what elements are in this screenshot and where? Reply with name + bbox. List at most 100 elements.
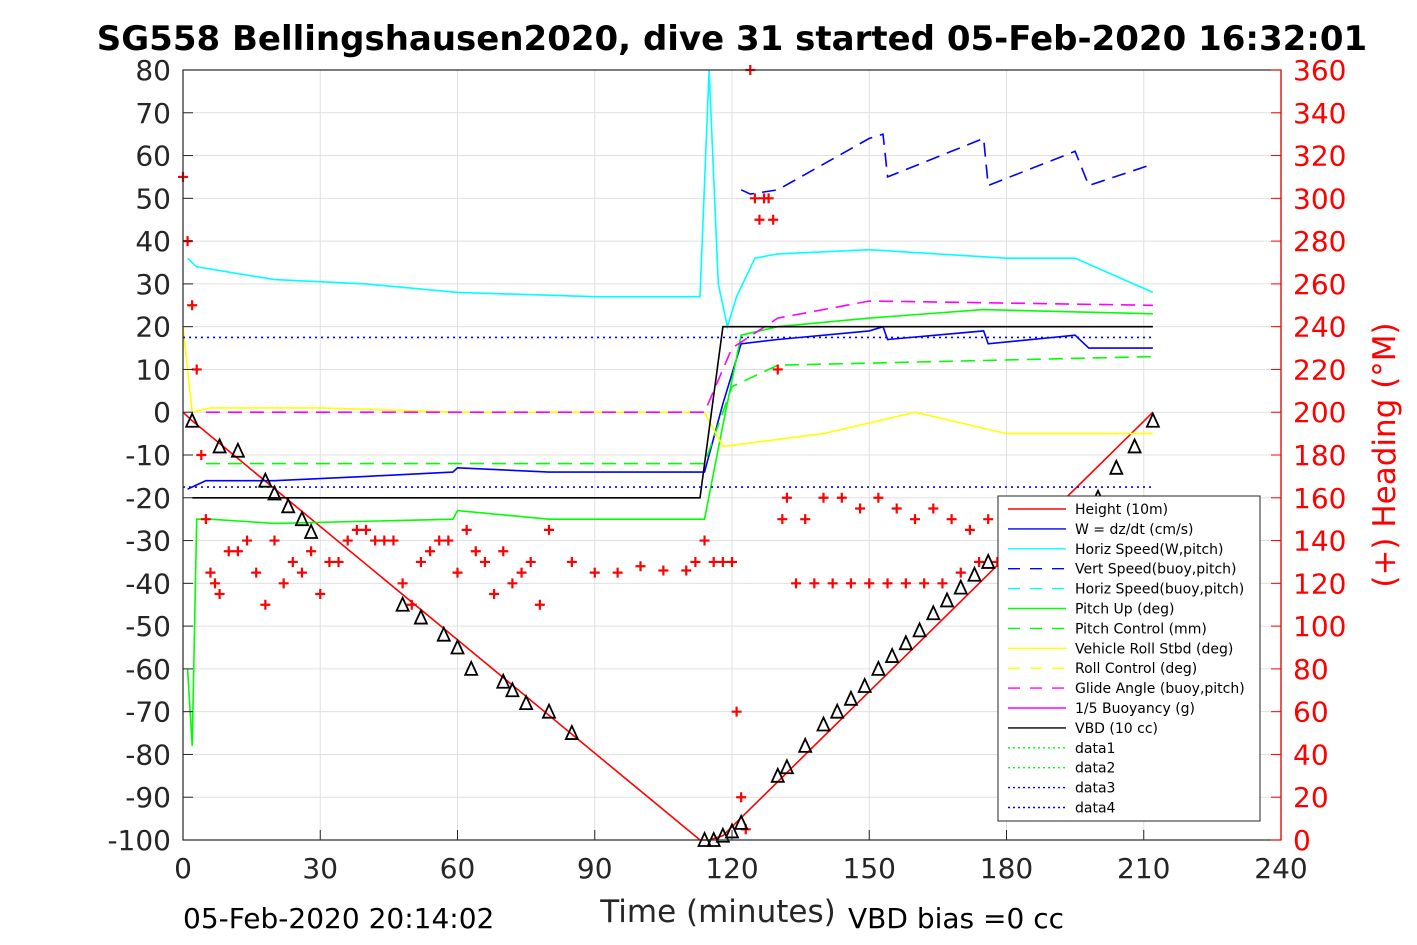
legend-label: Height (10m) <box>1075 502 1168 518</box>
legend-label: Roll Control (deg) <box>1075 661 1197 677</box>
chart-title: SG558 Bellingshausen2020, dive 31 starte… <box>97 19 1367 59</box>
y-tick-label: -80 <box>125 738 171 771</box>
depth-marker <box>843 689 859 706</box>
legend: Height (10m) W = dz/dt (cm/s) Horiz Speed(… <box>997 495 1261 822</box>
depth-marker <box>779 758 795 775</box>
depth-marker <box>303 522 319 539</box>
heading-marker <box>452 567 463 578</box>
right-tick-label: 220 <box>1293 353 1346 386</box>
heading-marker <box>470 546 481 557</box>
heading-marker <box>397 578 408 589</box>
heading-marker <box>891 503 902 514</box>
y-tick-label: 20 <box>135 311 171 344</box>
depth-marker <box>797 736 813 753</box>
heading-marker <box>768 214 779 225</box>
heading-marker <box>425 546 436 557</box>
depth-marker <box>870 659 886 676</box>
heading-marker <box>731 706 742 717</box>
heading-marker <box>717 556 728 567</box>
depth-marker <box>395 595 411 612</box>
heading-marker <box>544 524 554 535</box>
heading-marker <box>974 556 985 567</box>
y-tick-label: -60 <box>125 653 171 686</box>
heading-marker <box>658 565 669 576</box>
heading-marker <box>928 503 939 514</box>
right-tick-label: 300 <box>1293 182 1346 215</box>
heading-marker <box>187 300 198 311</box>
depth-marker <box>436 625 452 642</box>
y-tick-label: -30 <box>125 525 171 558</box>
right-tick-label: 360 <box>1293 54 1346 87</box>
heading-marker <box>479 556 490 567</box>
depth-marker <box>1127 437 1143 454</box>
heading-marker <box>205 567 216 578</box>
footer-vbd-bias: VBD bias =0 cc <box>848 902 1064 935</box>
heading-marker <box>534 599 545 610</box>
heading-marker <box>507 578 518 589</box>
legend-label: Vert Speed(buoy,pitch) <box>1075 562 1237 578</box>
depth-marker <box>463 659 479 676</box>
depth-marker <box>884 646 900 663</box>
depth-marker <box>257 471 273 488</box>
right-tick-label: 260 <box>1293 268 1346 301</box>
depth-marker <box>294 510 310 527</box>
legend-label: Vehicle Roll Stbd (deg) <box>1075 641 1233 657</box>
depth-marker <box>953 578 969 595</box>
depth-marker <box>912 621 927 638</box>
y-tick-label: 30 <box>135 268 171 301</box>
y-tick-label: -10 <box>125 439 171 472</box>
heading-marker <box>864 578 875 589</box>
x-tick-label: 240 <box>1254 852 1307 885</box>
legend-label: Horiz Speed(buoy,pitch) <box>1075 582 1244 598</box>
series-horiz_speed_w <box>187 69 1154 330</box>
heading-marker <box>727 556 737 567</box>
heading-marker <box>566 556 577 567</box>
heading-marker <box>196 450 207 460</box>
y-tick-label: -90 <box>125 781 171 814</box>
y-tick-label: -20 <box>125 482 171 515</box>
heading-marker <box>919 578 930 589</box>
heading-marker <box>351 524 362 535</box>
heading-marker <box>873 492 884 503</box>
heading-marker <box>214 589 225 600</box>
heading-marker <box>379 535 390 546</box>
right-tick-label: 160 <box>1293 482 1346 515</box>
depth-marker <box>495 672 511 689</box>
legend-label: 1/5 Buoyancy (g) <box>1075 701 1195 717</box>
depth-marker <box>1108 458 1124 475</box>
heading-marker <box>251 567 262 578</box>
heading-marker <box>699 535 710 546</box>
heading-marker <box>306 546 317 557</box>
legend-label: data4 <box>1075 801 1116 817</box>
y-tick-label: 40 <box>135 225 171 258</box>
heading-marker <box>754 214 765 225</box>
heading-marker <box>749 193 760 204</box>
heading-marker <box>296 567 307 578</box>
y-tick-label: 0 <box>153 396 171 429</box>
legend-box <box>997 495 1261 822</box>
y-tick-label: 70 <box>135 97 171 130</box>
heading-marker <box>708 556 719 567</box>
heading-marker <box>827 578 838 589</box>
legend-label: data2 <box>1075 761 1115 777</box>
right-axis-label: (+) Heading (°M) <box>1367 322 1403 587</box>
right-tick-label: 200 <box>1293 396 1346 429</box>
series-pitch_control <box>205 355 1153 465</box>
heading-marker <box>342 535 353 546</box>
depth-marker <box>518 693 534 711</box>
y-tick-label: -40 <box>125 567 171 600</box>
footer-timestamp: 05-Feb-2020 20:14:02 <box>183 902 494 935</box>
heading-marker <box>882 578 893 589</box>
heading-marker <box>635 561 646 572</box>
depth-marker <box>829 702 845 719</box>
right-tick-label: 100 <box>1293 610 1346 643</box>
depth-marker <box>733 813 749 830</box>
heading-marker <box>955 567 966 578</box>
heading-marker <box>200 514 211 525</box>
heading-marker <box>324 556 335 567</box>
heading-marker <box>772 364 783 375</box>
right-tick-label: 340 <box>1293 97 1346 130</box>
heading-marker <box>406 599 417 610</box>
depth-marker <box>267 484 282 501</box>
heading-marker <box>287 556 298 567</box>
